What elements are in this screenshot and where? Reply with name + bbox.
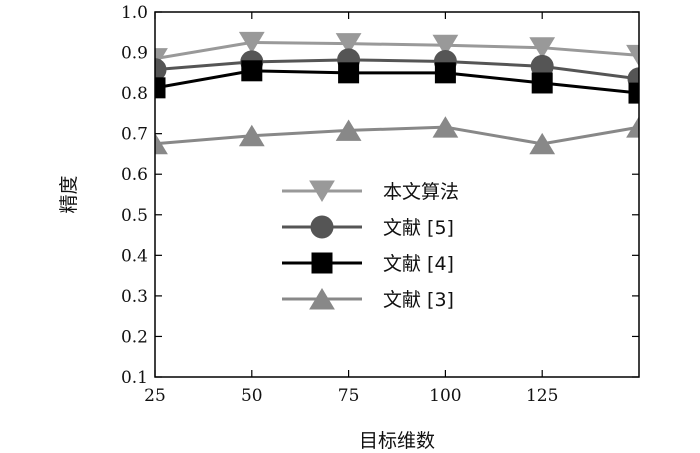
- data-point: [434, 62, 456, 84]
- data-point: [238, 124, 265, 147]
- legend-label: 文献 [3]: [383, 289, 454, 311]
- series-group: [155, 31, 639, 155]
- y-tick-label: 0.2: [121, 327, 148, 347]
- x-tick-label: 100: [429, 386, 461, 406]
- series-line: [155, 69, 639, 95]
- legend-marker: [310, 215, 334, 239]
- x-tick-label: 75: [338, 386, 360, 406]
- y-tick-label: 0.8: [121, 84, 148, 104]
- data-point: [626, 44, 639, 67]
- series-3: [155, 116, 639, 155]
- legend-item: 文献 [3]: [282, 288, 454, 311]
- data-point: [155, 77, 166, 99]
- y-tick-label: 0.1: [121, 368, 148, 388]
- series-line: [155, 58, 639, 81]
- data-point: [628, 82, 639, 104]
- data-point: [155, 132, 168, 155]
- data-point: [626, 116, 639, 138]
- data-point: [335, 119, 362, 141]
- legend-item: 本文算法: [282, 180, 459, 203]
- y-tick-label: 1.0: [121, 3, 148, 23]
- x-tick-label: 25: [144, 386, 166, 406]
- data-point: [432, 34, 459, 57]
- legend-label: 本文算法: [383, 181, 459, 203]
- data-point: [338, 62, 360, 84]
- y-tick-group: 0.1 0.2 0.3 0.4 0.5 0.6 0.7 0.8 0.9 1.0: [121, 3, 639, 388]
- series-1: [155, 48, 639, 91]
- data-point: [529, 37, 556, 59]
- y-tick-label: 0.9: [121, 44, 148, 64]
- y-axis-title: 精度: [58, 175, 80, 213]
- data-point: [531, 72, 553, 94]
- x-axis-title: 目标维数: [359, 430, 435, 452]
- data-point: [432, 116, 459, 138]
- series-line: [155, 125, 639, 146]
- y-tick-label: 0.5: [121, 206, 148, 226]
- data-point: [155, 58, 167, 82]
- data-point: [241, 60, 263, 82]
- legend-item: 文献 [4]: [282, 252, 454, 275]
- y-tick-label: 0.3: [121, 287, 148, 307]
- legend-marker: [309, 180, 335, 202]
- y-tick-label: 0.7: [121, 125, 148, 145]
- legend-item: 文献 [5]: [282, 215, 454, 239]
- x-tick-label: 50: [241, 386, 263, 406]
- x-tick-group: 25 50 75 100 125: [144, 12, 558, 406]
- legend-label: 文献 [4]: [383, 253, 454, 275]
- legend-label: 文献 [5]: [383, 217, 454, 239]
- legend-marker: [311, 252, 333, 274]
- series-line: [155, 40, 639, 61]
- y-tick-label: 0.6: [121, 165, 148, 185]
- x-tick-label: 125: [526, 386, 558, 406]
- data-point: [238, 31, 265, 54]
- data-point: [335, 33, 362, 55]
- series-2: [155, 60, 639, 104]
- series-0: [155, 31, 639, 70]
- y-tick-label: 0.4: [121, 246, 148, 266]
- plot-frame: [154, 11, 640, 378]
- legend-marker: [309, 288, 335, 310]
- data-point: [529, 132, 556, 155]
